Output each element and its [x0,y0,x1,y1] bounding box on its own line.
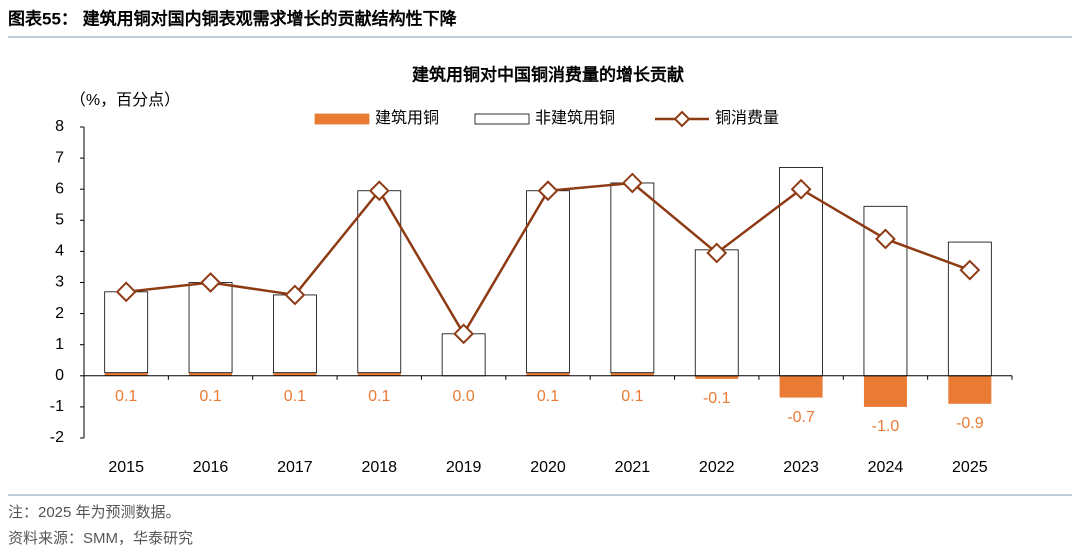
chart-title: 建筑用铜对中国铜消费量的增长贡献 [412,64,684,84]
figure-title: 图表55： 建筑用铜对国内铜表观需求增长的贡献结构性下降 [8,8,458,28]
legend-label: 建筑用铜 [375,109,439,127]
x-tick-label: 2022 [699,459,735,476]
y-tick-label: 1 [55,336,64,353]
x-tick-label: 2015 [108,459,144,476]
x-tick-label: 2021 [615,459,651,476]
legend-label: 铜消费量 [715,109,779,127]
y-tick-label: 6 [55,180,64,197]
bar [948,375,992,404]
bar [610,372,654,376]
legend-label: 非建筑用铜 [535,109,615,127]
bar [695,375,739,379]
marker [453,323,475,345]
marker [790,178,812,200]
y-axis-label: （%，百分点） [70,91,180,109]
bar [273,372,317,376]
y-tick-label: 4 [55,243,64,260]
marker [706,242,728,264]
marker [959,259,981,281]
source: 资料来源：SMM，华泰研究 [8,530,193,547]
x-tick-label: 2024 [868,459,904,476]
bar [779,375,823,398]
bar [526,372,570,376]
bar [104,372,148,376]
data-label: 0.0 [453,388,475,405]
data-label: 0.1 [115,388,137,405]
bar [357,372,401,376]
data-label: -0.1 [703,390,731,407]
marker [368,180,390,202]
bar [694,249,739,377]
note: 注：2025 年为预测数据。 [8,504,181,521]
data-label: 0.1 [284,388,306,405]
marker [284,284,306,306]
y-tick-label: 5 [55,212,64,229]
y-tick-label: -1 [50,398,64,415]
legend-swatch [474,113,530,125]
x-tick-label: 2016 [193,459,229,476]
bar [188,282,233,374]
x-tick-label: 2025 [952,459,988,476]
y-tick-label: 0 [55,367,64,384]
data-label: -1.0 [872,418,900,435]
legend-swatch [314,113,370,125]
data-label: 0.1 [621,388,643,405]
y-tick-label: -2 [50,429,64,446]
marker [875,228,896,250]
x-tick-label: 2020 [530,459,566,476]
marker [115,281,137,303]
y-tick-label: 2 [55,305,64,322]
y-tick-label: 3 [55,274,64,291]
x-tick-label: 2023 [783,459,819,476]
bar [273,294,317,374]
x-tick-label: 2018 [361,459,397,476]
bar [357,190,402,374]
y-tick-label: 8 [55,118,64,135]
data-label: 0.1 [368,388,390,405]
x-tick-label: 2017 [277,459,313,476]
marker [200,272,221,293]
x-tick-label: 2019 [446,459,482,476]
y-tick-label: 7 [55,149,64,166]
marker [621,172,643,194]
marker [537,180,559,202]
data-label: -0.9 [956,415,984,432]
bar [610,182,655,374]
legend-swatch [673,110,691,128]
data-label: -0.7 [787,409,815,426]
data-label: 0.1 [537,388,559,405]
bar [104,291,149,374]
data-label: 0.1 [199,388,221,405]
bar [863,375,907,407]
bar [189,372,233,376]
